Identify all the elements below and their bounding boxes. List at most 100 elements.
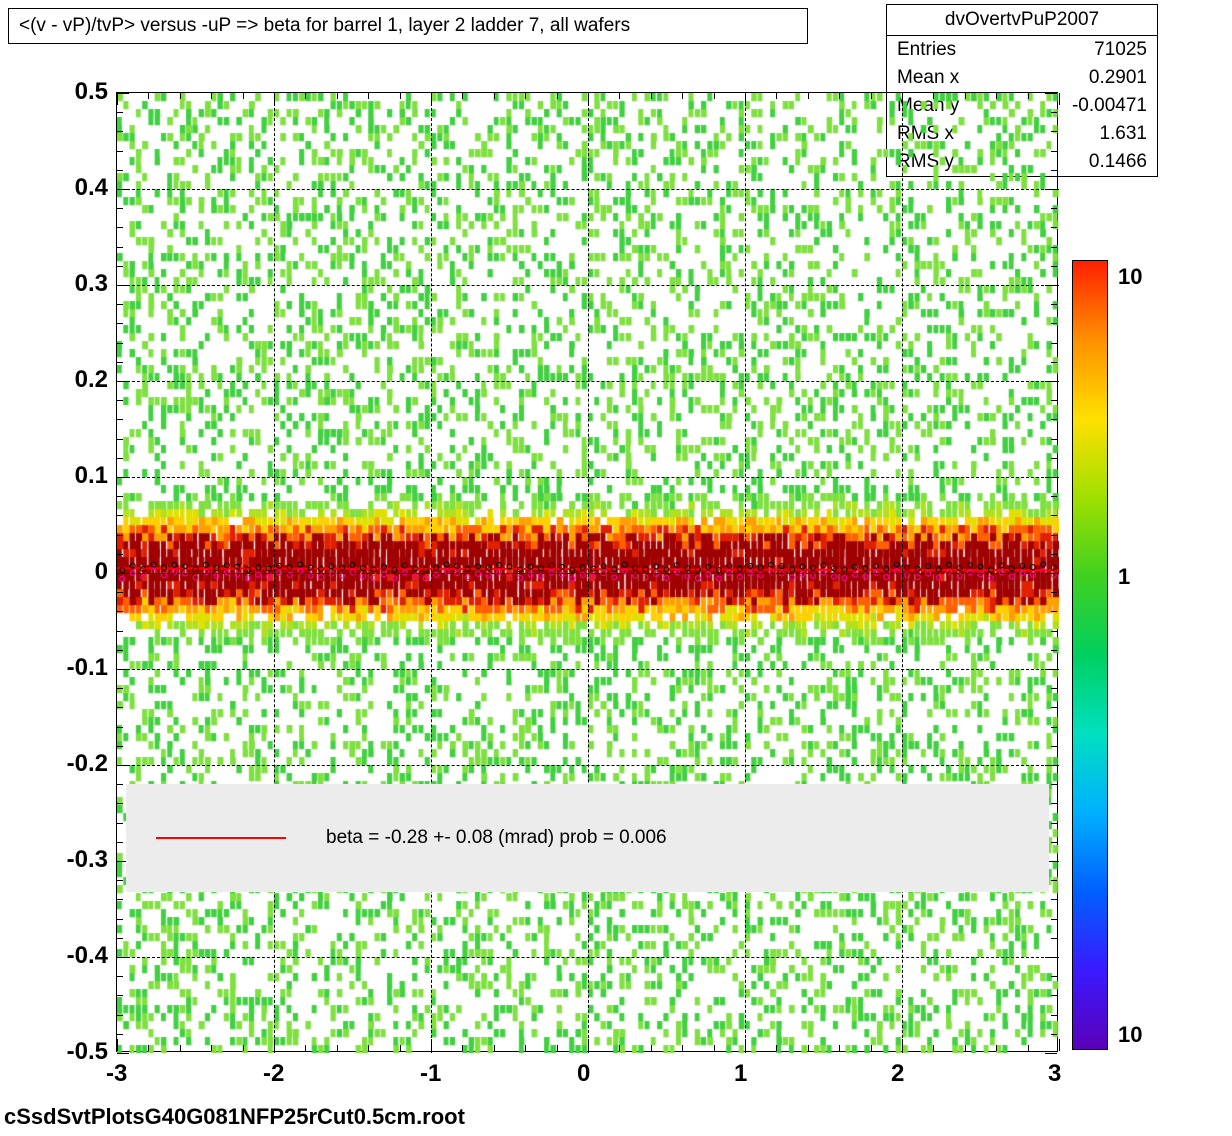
x-minor-tick: [871, 93, 872, 99]
x-minor-tick: [933, 93, 934, 99]
x-minor-tick: [243, 1045, 244, 1051]
stats-row: Entries71025: [887, 36, 1157, 64]
y-minor-tick: [117, 208, 123, 209]
x-major-tick: [588, 93, 589, 105]
y-minor-tick: [117, 112, 123, 113]
y-minor-tick: [1051, 535, 1057, 536]
profile-marker: [999, 563, 1004, 568]
x-major-tick: [588, 1039, 589, 1051]
x-tick-label: -2: [263, 1060, 284, 1088]
x-minor-tick: [714, 1045, 715, 1051]
y-minor-tick: [1051, 592, 1057, 593]
stats-label: Entries: [897, 39, 956, 61]
profile-marker: [779, 564, 784, 569]
profile-marker: [664, 575, 669, 580]
profile-marker: [549, 563, 554, 568]
y-minor-tick: [117, 170, 123, 171]
y-minor-tick: [1051, 707, 1057, 708]
y-minor-tick: [117, 995, 123, 996]
x-tick-label: -3: [106, 1060, 127, 1088]
y-minor-tick: [117, 458, 123, 459]
profile-marker: [444, 562, 449, 567]
profile-marker: [413, 574, 418, 579]
profile-marker: [214, 573, 219, 578]
profile-marker: [570, 576, 575, 581]
y-tick-label: 0: [28, 558, 108, 586]
y-minor-tick: [117, 842, 123, 843]
colorbar-tick-label: 10: [1118, 1022, 1142, 1048]
x-minor-tick: [180, 1045, 181, 1051]
x-minor-tick: [525, 1045, 526, 1051]
profile-marker: [1020, 563, 1025, 568]
x-minor-tick: [211, 1045, 212, 1051]
y-minor-tick: [1051, 938, 1057, 939]
profile-marker: [141, 575, 146, 580]
x-minor-tick: [776, 1045, 777, 1051]
y-minor-tick: [1051, 784, 1057, 785]
stats-value: 0.2901: [1089, 67, 1147, 89]
x-minor-tick: [1028, 1045, 1029, 1051]
profile-marker: [612, 575, 617, 580]
profile-marker: [842, 576, 847, 581]
y-minor-tick: [1051, 995, 1057, 996]
colorbar-tick-label: 10: [1118, 264, 1142, 290]
fit-legend-box: beta = -0.28 +- 0.08 (mrad) prob = 0.006: [126, 784, 1049, 892]
y-minor-tick: [1051, 323, 1057, 324]
y-minor-tick: [117, 419, 123, 420]
x-major-tick: [274, 93, 275, 105]
profile-marker: [643, 575, 648, 580]
y-minor-tick: [1051, 496, 1057, 497]
profile-marker: [947, 562, 952, 567]
profile-marker: [654, 564, 659, 569]
x-major-tick: [1059, 1039, 1060, 1051]
y-tick-label: 0.1: [28, 462, 108, 490]
profile-marker: [298, 562, 303, 567]
profile-marker: [1041, 562, 1046, 567]
y-minor-tick: [1051, 247, 1057, 248]
x-tick-label: 1: [734, 1060, 747, 1088]
x-minor-tick: [557, 1045, 558, 1051]
grid-line: [117, 477, 1059, 478]
x-minor-tick: [619, 93, 620, 99]
profile-marker: [350, 562, 355, 567]
y-minor-tick: [117, 362, 123, 363]
y-minor-tick: [1051, 611, 1057, 612]
profile-marker: [936, 575, 941, 580]
x-minor-tick: [305, 93, 306, 99]
y-major-tick: [117, 93, 129, 94]
x-minor-tick: [619, 1045, 620, 1051]
y-minor-tick: [117, 439, 123, 440]
y-minor-tick: [117, 554, 123, 555]
x-minor-tick: [305, 1045, 306, 1051]
x-minor-tick: [808, 1045, 809, 1051]
profile-marker: [591, 574, 596, 579]
profile-marker: [319, 575, 324, 580]
y-minor-tick: [1051, 112, 1057, 113]
stats-value: 1.631: [1099, 123, 1147, 145]
y-minor-tick: [1051, 746, 1057, 747]
y-major-tick: [1045, 285, 1057, 286]
profile-marker: [790, 575, 795, 580]
x-minor-tick: [1028, 93, 1029, 99]
x-major-tick: [745, 1039, 746, 1051]
profile-marker: [957, 573, 962, 578]
profile-marker: [831, 574, 836, 579]
y-tick-label: 0.3: [28, 270, 108, 298]
y-minor-tick: [117, 304, 123, 305]
fit-legend-line: [156, 837, 286, 839]
profile-marker: [800, 564, 805, 569]
x-minor-tick: [808, 93, 809, 99]
y-minor-tick: [117, 727, 123, 728]
y-minor-tick: [117, 227, 123, 228]
x-minor-tick: [651, 93, 652, 99]
profile-marker: [622, 562, 627, 567]
y-minor-tick: [117, 151, 123, 152]
colorbar-tick-label: 1: [1118, 564, 1130, 590]
y-minor-tick: [117, 803, 123, 804]
y-minor-tick: [1051, 688, 1057, 689]
x-minor-tick: [525, 93, 526, 99]
chart-title: <(v - vP)/tvP> versus -uP => beta for ba…: [19, 15, 630, 36]
y-minor-tick: [1051, 803, 1057, 804]
profile-marker: [769, 562, 774, 567]
y-minor-tick: [1051, 458, 1057, 459]
